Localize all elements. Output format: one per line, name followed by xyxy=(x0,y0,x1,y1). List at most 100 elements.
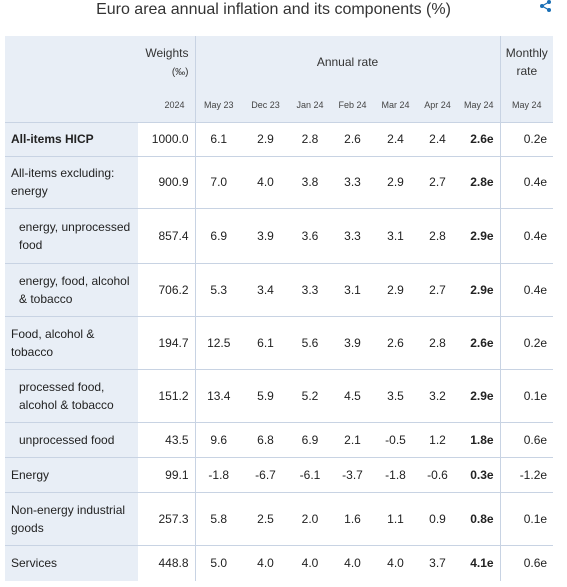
annual-rate-cell: 3.7 xyxy=(417,544,458,581)
table-title: Euro area annual inflation and its compo… xyxy=(96,1,451,18)
annual-rate-cell: 3.3 xyxy=(331,155,374,208)
table-row: Energy 99.1 -1.8 -6.7 -6.1 -3.7 -1.8 -0.6 0.3e -1… xyxy=(5,456,554,492)
col-header-monthly: May 24 xyxy=(499,88,554,122)
annual-rate-cell: 3.4 xyxy=(242,262,289,316)
annual-rate-cell: 2.8 xyxy=(289,121,331,156)
table-row: Food, alcohol & tobacco 194.7 12.5 6.1 5.6 3.… xyxy=(5,315,554,369)
annual-rate-cell: 4.5 xyxy=(331,368,374,422)
annual-rate-cell: 4.0 xyxy=(374,544,417,581)
annual-rate-cell: 5.8 xyxy=(195,491,242,545)
annual-rate-cell: -0.6 xyxy=(417,456,458,492)
annual-rate-cell: 2.5 xyxy=(242,491,289,545)
weights-unit: (‰) xyxy=(171,67,189,78)
annual-rate-cell: 1.6 xyxy=(331,491,374,545)
annual-rate-cell: -1.8 xyxy=(374,456,417,492)
row-label: unprocessed food xyxy=(5,421,138,457)
annual-rate-cell: 2.1 xyxy=(331,421,374,457)
annual-rate-cell: 2.0 xyxy=(289,491,331,545)
annual-rate-cell: 9.6 xyxy=(195,421,242,457)
col-header: Jan 24 xyxy=(289,88,331,122)
table-row: All-items excluding: energy 900.9 7.0 4.0 3.… xyxy=(5,155,554,208)
monthly-rate-cell: -1.2e xyxy=(499,456,554,492)
annual-rate-cell: 0.8e xyxy=(458,491,501,545)
col-header: Mar 24 xyxy=(374,88,417,122)
subheader-blank xyxy=(5,88,138,122)
annual-rate-cell: 2.9e xyxy=(458,207,501,263)
annual-rate-cell: 5.3 xyxy=(195,262,242,316)
table-row: energy, food, alcohol & tobacco 706.2 5.3 3… xyxy=(5,262,554,316)
annual-rate-cell: 6.9 xyxy=(289,421,331,457)
annual-rate-cell: 2.8 xyxy=(417,315,458,369)
monthly-rate-cell: 0.1e xyxy=(499,368,554,422)
annual-rate-cell: 4.0 xyxy=(242,544,289,581)
annual-rate-cell: 5.9 xyxy=(242,368,289,422)
row-weight: 257.3 xyxy=(138,491,196,545)
annual-rate-cell: 2.4 xyxy=(417,121,458,156)
row-label: energy, unprocessed food xyxy=(5,207,138,263)
annual-rate-cell: 3.3 xyxy=(331,207,374,263)
weights-header: Weights (‰) xyxy=(138,36,196,88)
annual-rate-cell: 3.8 xyxy=(289,155,331,208)
annual-rate-cell: 6.9 xyxy=(195,207,242,263)
annual-rate-cell: 6.8 xyxy=(242,421,289,457)
row-weight: 194.7 xyxy=(138,315,196,369)
annual-rate-cell: 5.0 xyxy=(195,544,242,581)
annual-rate-cell: 0.3e xyxy=(458,456,501,492)
col-header: Apr 24 xyxy=(417,88,458,122)
monthly-label-line2: rate xyxy=(516,64,538,78)
share-icon[interactable] xyxy=(537,0,553,12)
row-weight: 448.8 xyxy=(138,544,196,581)
row-weight: 706.2 xyxy=(138,262,196,316)
annual-rate-cell: 2.9 xyxy=(374,155,417,208)
table-row: unprocessed food 43.5 9.6 6.8 6.9 2.1 -0.5 1.2 1… xyxy=(5,421,554,457)
col-header: May 23 xyxy=(195,88,242,122)
row-weight: 1000.0 xyxy=(138,121,196,156)
annual-rate-cell: 4.1e xyxy=(458,544,501,581)
weights-label: Weights xyxy=(145,46,189,60)
annual-rate-cell: 2.6e xyxy=(458,315,501,369)
annual-rate-cell: 1.1 xyxy=(374,491,417,545)
annual-rate-cell: 4.0 xyxy=(289,544,331,581)
annual-rate-cell: 5.6 xyxy=(289,315,331,369)
col-header: Dec 23 xyxy=(242,88,289,122)
annual-rate-cell: 2.8e xyxy=(458,155,501,208)
annual-rate-cell: 7.0 xyxy=(195,155,242,208)
monthly-rate-cell: 0.1e xyxy=(499,491,554,545)
row-label: processed food, alcohol & tobacco xyxy=(5,368,138,422)
annual-rate-cell: -6.7 xyxy=(242,456,289,492)
annual-rate-cell: 3.1 xyxy=(331,262,374,316)
annual-rate-cell: 2.7 xyxy=(417,155,458,208)
monthly-rate-cell: 0.4e xyxy=(499,207,554,263)
annual-rate-cell: -0.5 xyxy=(374,421,417,457)
monthly-label-line1: Monthly xyxy=(505,46,548,60)
annual-rate-cell: 5.2 xyxy=(289,368,331,422)
row-weight: 99.1 xyxy=(138,456,196,492)
table-row: processed food, alcohol & tobacco 151.2 13… xyxy=(5,368,554,422)
annual-rate-header: Annual rate xyxy=(195,36,501,88)
row-label: Non-energy industrial goods xyxy=(5,491,138,545)
annual-rate-cell: 12.5 xyxy=(195,315,242,369)
annual-rate-cell: 3.9 xyxy=(331,315,374,369)
annual-rate-cell: 3.9 xyxy=(242,207,289,263)
monthly-rate-cell: 0.2e xyxy=(499,315,554,369)
table-row: All-items HICP 1000.0 6.1 2.9 2.8 2.6 2.4 2.4 2.… xyxy=(5,121,554,156)
row-label: All-items HICP xyxy=(5,121,138,156)
annual-rate-cell: 3.6 xyxy=(289,207,331,263)
annual-rate-cell: 2.6 xyxy=(374,315,417,369)
row-label: Services xyxy=(5,544,138,581)
table-row: energy, unprocessed food 857.4 6.9 3.9 3.6 3.… xyxy=(5,207,554,263)
row-weight: 151.2 xyxy=(138,368,196,422)
annual-rate-cell: 3.2 xyxy=(417,368,458,422)
header-blank xyxy=(5,36,138,88)
row-label: energy, food, alcohol & tobacco xyxy=(5,262,138,316)
table-row: Services 448.8 5.0 4.0 4.0 4.0 4.0 3.7 4.1e 0.6e xyxy=(5,544,554,581)
annual-rate-cell: 2.6 xyxy=(331,121,374,156)
annual-rate-cell: 3.3 xyxy=(289,262,331,316)
annual-rate-cell: 1.2 xyxy=(417,421,458,457)
row-weight: 857.4 xyxy=(138,207,196,263)
inflation-table: Weights (‰) Annual rate Monthly rate 202… xyxy=(5,36,554,581)
table-row: Non-energy industrial goods 257.3 5.8 2.5 2.… xyxy=(5,491,554,545)
monthly-rate-cell: 0.4e xyxy=(499,262,554,316)
annual-rate-cell: 2.9e xyxy=(458,368,501,422)
monthly-header: Monthly rate xyxy=(499,36,554,88)
